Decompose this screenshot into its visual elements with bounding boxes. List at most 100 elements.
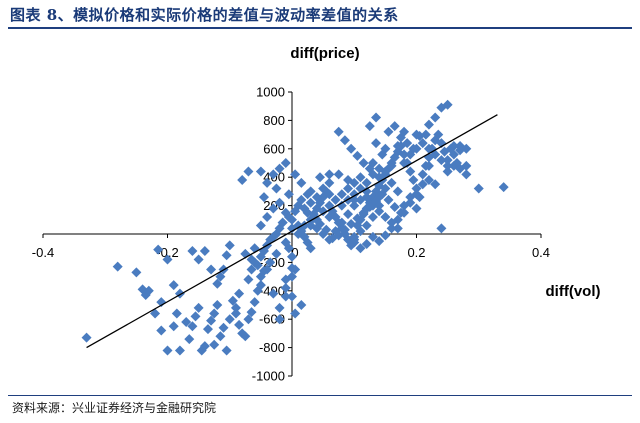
data-point: [324, 177, 335, 188]
data-point: [258, 265, 269, 276]
data-point: [408, 175, 419, 186]
data-point: [290, 308, 301, 319]
data-point: [374, 236, 385, 247]
data-point: [383, 194, 394, 205]
data-point: [336, 217, 347, 228]
data-point: [318, 183, 329, 194]
data-point: [339, 224, 350, 235]
x-axis-title: diff(vol): [546, 283, 601, 300]
data-point: [305, 243, 316, 254]
data-point: [296, 177, 307, 188]
x-tick-label: 0: [291, 245, 298, 260]
data-point: [218, 322, 229, 333]
data-point: [442, 166, 453, 177]
data-point: [430, 179, 441, 190]
data-point: [280, 282, 291, 293]
data-point: [246, 307, 257, 318]
data-point: [271, 248, 282, 259]
source-note: 资料来源：兴业证券经济与金融研究院: [12, 401, 217, 415]
data-point: [423, 143, 434, 154]
y-tick-label: -800: [259, 340, 285, 355]
data-point: [371, 112, 382, 123]
data-point: [330, 194, 341, 205]
data-point: [333, 169, 344, 180]
data-point: [305, 186, 316, 197]
data-point: [455, 145, 466, 156]
data-point: [296, 300, 307, 310]
data-point: [181, 317, 192, 328]
data-point: [324, 211, 335, 222]
data-point: [473, 183, 484, 194]
data-point: [268, 169, 279, 180]
scatter-chart: -1000-800-600-400-2002004006008001000 -0…: [32, 45, 601, 384]
data-point: [243, 274, 254, 285]
data-point: [274, 302, 285, 313]
data-point: [371, 138, 382, 149]
y-axis-title: diff(price): [290, 45, 359, 62]
data-point: [380, 143, 391, 154]
y-tick-label: 800: [263, 113, 285, 128]
data-point: [333, 126, 344, 137]
data-point: [436, 223, 447, 234]
data-point: [162, 345, 173, 356]
data-point: [287, 223, 297, 234]
data-point: [283, 189, 294, 200]
data-point: [283, 211, 294, 222]
data-point: [255, 220, 266, 231]
data-point: [280, 291, 291, 302]
data-point: [193, 254, 204, 265]
data-point: [318, 206, 329, 217]
data-point: [420, 129, 431, 140]
data-point: [174, 345, 185, 356]
data-point: [280, 274, 291, 285]
data-point: [364, 121, 375, 132]
data-point: [461, 160, 472, 171]
data-point: [408, 143, 419, 154]
data-point: [433, 129, 444, 140]
data-point: [389, 202, 400, 213]
data-point: [190, 311, 201, 322]
data-point: [265, 257, 276, 268]
data-point: [212, 278, 223, 289]
data-point: [215, 271, 226, 282]
data-point: [187, 246, 198, 257]
data-point: [246, 254, 257, 265]
data-point: [184, 334, 195, 345]
data-point: [380, 211, 391, 222]
data-point: [498, 182, 509, 193]
data-point: [417, 169, 428, 180]
data-point: [315, 219, 326, 230]
data-point: [423, 160, 434, 171]
data-point: [364, 202, 375, 213]
data-point: [274, 197, 285, 208]
data-point: [168, 321, 179, 332]
data-point: [255, 166, 266, 177]
data-point: [290, 169, 301, 180]
data-point: [361, 220, 372, 231]
data-point: [209, 339, 220, 350]
data-point: [352, 150, 363, 161]
data-point: [112, 261, 123, 272]
data-point: [255, 280, 266, 291]
data-point: [430, 112, 441, 123]
data-point: [392, 140, 403, 151]
data-point: [343, 209, 354, 220]
figure-title: 图表 8、模拟价格和实际价格的差值与波动率差值的关系: [10, 6, 399, 24]
x-axis: -0.4 -0.2 0 0.2 0.4: [32, 233, 550, 260]
data-point: [380, 230, 391, 241]
data-point: [315, 172, 326, 183]
data-point: [361, 177, 372, 188]
data-point: [287, 263, 297, 274]
data-point: [227, 295, 238, 306]
data-point: [377, 189, 388, 200]
data-point: [230, 302, 241, 313]
data-point: [358, 207, 369, 218]
data-point: [234, 319, 245, 330]
data-point: [221, 345, 232, 356]
data-point: [202, 324, 213, 335]
data-point: [230, 308, 241, 319]
data-point: [243, 166, 254, 177]
data-point: [258, 192, 269, 203]
data-point: [249, 297, 260, 308]
data-point: [367, 158, 378, 168]
